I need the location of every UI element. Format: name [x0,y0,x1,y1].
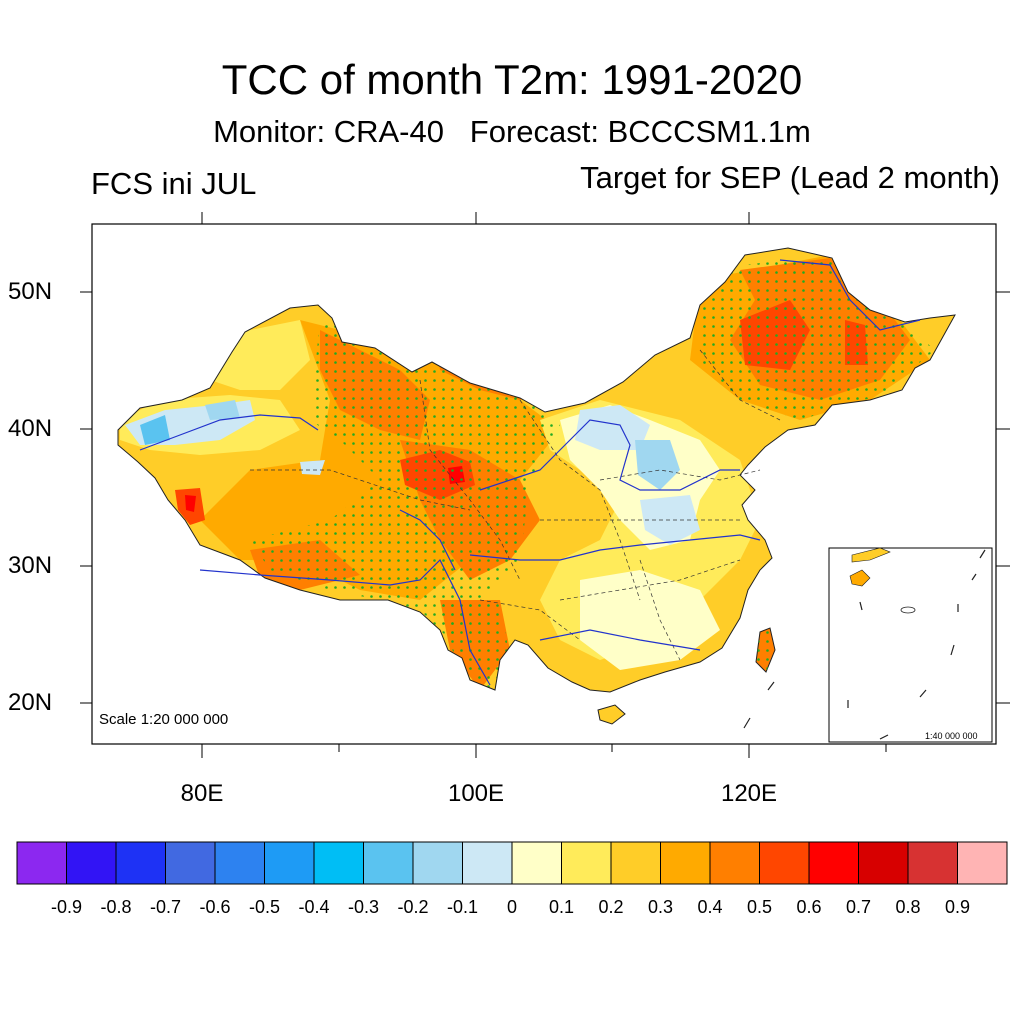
colorbar-swatch [907,841,958,885]
colorbar-tick-label: -0.1 [446,897,479,917]
chart-title: TCC of month T2m: 1991-2020 [221,56,803,103]
colorbar-tick-label: -0.8 [100,897,132,917]
colorbar-tick-label: 0.1 [548,897,575,917]
target-label: Target for SEP (Lead 2 month) [580,160,1000,195]
colorbar-tick-label: 0.8 [895,897,921,917]
colorbar-swatch [561,841,612,885]
lat-label-50n: 50N [8,278,53,305]
lat-label-20n: 20N [8,689,53,716]
colorbar-swatch [66,841,117,885]
colorbar-tick-label: 0 [506,897,517,917]
colorbar-tick-label: 0.6 [796,897,822,917]
maritime-dashes [743,681,775,729]
colorbar-tick-label: 0.7 [845,897,872,917]
china-outline [117,247,956,693]
init-label: FCS ini JUL [91,166,257,201]
lon-label-80e: 80E [180,780,224,807]
lon-label-120e: 120E [720,780,778,807]
colorbar-swatch [808,841,859,885]
axis-ticks [80,212,1010,758]
colorbar-swatch [165,841,216,885]
colorbar [16,841,1008,885]
colorbar-tick-label: -0.3 [347,897,380,917]
colorbar-swatch [462,841,513,885]
inset-map [828,547,993,743]
colorbar-swatch [957,841,1008,885]
colorbar-swatch [660,841,711,885]
colorbar-swatch [264,841,315,885]
colorbar-tick-label: -0.7 [149,897,182,917]
colorbar-swatch [858,841,909,885]
colorbar-swatch [115,841,166,885]
scale-label-inset: 1:40 000 000 [925,731,978,741]
province-borders [250,349,781,661]
colorbar-tick-label: -0.6 [199,897,231,917]
colorbar-tick-label: -0.5 [248,897,281,917]
colorbar-swatch [709,841,760,885]
colorbar-swatch [16,841,67,885]
colorbar-tick-label: 0.9 [944,897,971,917]
colorbar-swatch [412,841,463,885]
colorbar-tick-label: 0.2 [598,897,624,917]
colorbar-swatch [511,841,562,885]
colorbar-tick-label: 0.3 [647,897,674,917]
scale-label-main: Scale 1:20 000 000 [99,711,229,728]
colorbar-swatch [313,841,364,885]
hainan-island [597,704,626,725]
colorbar-tick-label: 0.5 [746,897,773,917]
chart-subtitle: Monitor: CRA-40 Forecast: BCCCSM1.1m [213,114,811,149]
colorbar-tick-label: -0.2 [397,897,429,917]
rivers [139,259,921,686]
lat-label-30n: 30N [8,552,53,579]
colorbar-swatch [363,841,414,885]
colorbar-tick-label: -0.9 [50,897,83,917]
lon-label-100e: 100E [447,780,505,807]
colorbar-swatch [759,841,810,885]
lat-label-40n: 40N [8,415,53,442]
colorbar-tick-label: -0.4 [298,897,330,917]
colorbar-tick-label: 0.4 [697,897,723,917]
colorbar-swatch [610,841,661,885]
colorbar-swatch [214,841,265,885]
